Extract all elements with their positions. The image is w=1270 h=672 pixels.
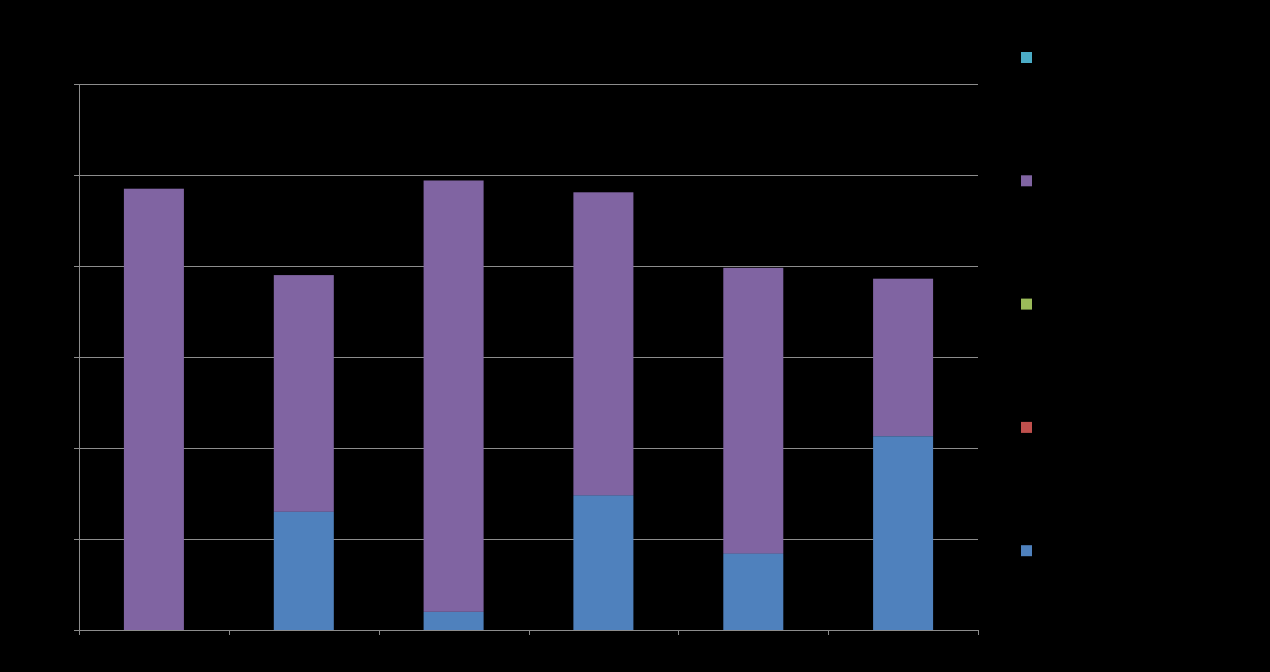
- legend: [1021, 52, 1032, 557]
- bar-cat3-series4: [423, 180, 484, 612]
- legend-swatch-series5: [1021, 52, 1032, 63]
- legend-swatch-series1: [1021, 545, 1032, 557]
- legend-swatch-series2: [1021, 421, 1032, 433]
- gridlines: [79, 84, 978, 540]
- axes: [74, 84, 979, 635]
- bar-cat6-series4: [873, 278, 934, 437]
- legend-swatch-series3: [1021, 298, 1032, 310]
- bars: [123, 180, 934, 630]
- bar-cat6-series1: [873, 436, 934, 630]
- bar-cat1-series4: [123, 188, 184, 630]
- bar-cat4-series4: [573, 192, 634, 496]
- bar-cat5-series4: [723, 267, 784, 554]
- bar-cat4-series1: [573, 495, 634, 630]
- legend-swatch-series4: [1021, 175, 1032, 187]
- bar-cat5-series1: [723, 553, 784, 630]
- bar-cat2-series4: [273, 275, 334, 512]
- bar-cat3-series1: [423, 611, 484, 630]
- bar-cat2-series1: [273, 511, 334, 630]
